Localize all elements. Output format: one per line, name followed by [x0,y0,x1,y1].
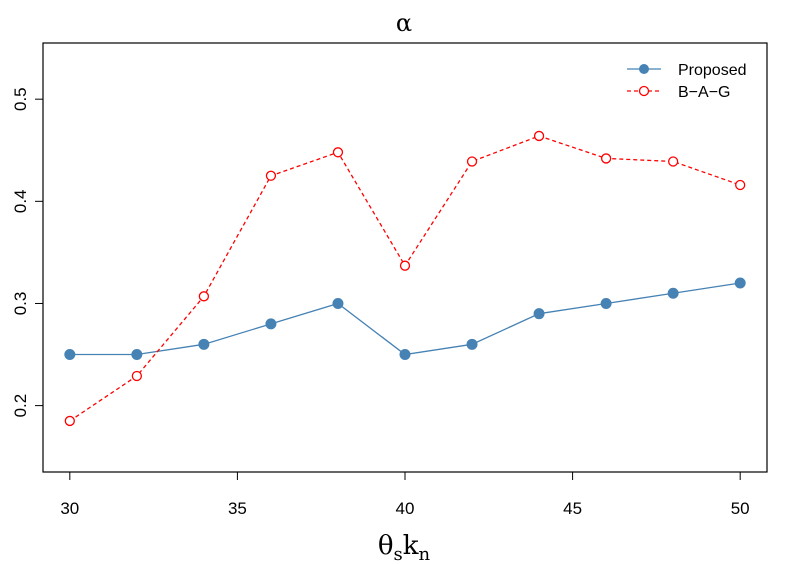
data-point [332,147,344,158]
data-point [399,349,411,361]
series-0 [64,277,746,361]
data-point [735,179,746,191]
data-point [600,297,612,309]
data-point [533,130,545,142]
data-point [533,308,545,320]
data-point [265,170,277,181]
x-tick-label: 35 [228,499,247,518]
series-layer [64,130,746,427]
data-point [332,297,344,309]
data-point [64,415,75,427]
data-point [466,338,478,350]
data-point [131,349,143,361]
data-point [198,291,210,302]
data-point [667,287,679,299]
y-tick-label: 0.2 [11,394,30,418]
chart-title: α [396,9,412,37]
data-point [131,370,143,382]
legend: Proposed B−A−G [627,62,747,101]
legend-marker [638,85,650,97]
x-tick-label: 40 [396,499,415,518]
data-point [265,318,277,330]
legend-label: Proposed [678,62,747,79]
data-point [466,156,478,167]
x-tick-label: 45 [563,499,582,518]
data-point [399,260,411,271]
legend-entry: B−A−G [627,84,730,101]
legend-label: B−A−G [678,84,730,101]
legend-marker [639,64,649,74]
x-axis-title: θskn [378,531,431,564]
x-axis: 30 35 40 45 50 [60,471,750,518]
data-point [64,349,76,361]
y-tick-label: 0.5 [11,87,30,111]
plot-frame [42,42,768,473]
y-axis: 0.2 0.3 0.4 0.5 [11,87,44,418]
x-tick-label: 50 [731,499,750,518]
y-tick-label: 0.4 [11,190,30,214]
data-point [600,153,612,164]
series-line [69,135,741,422]
y-tick-label: 0.3 [11,292,30,316]
data-point [734,277,746,289]
series-1 [64,130,746,427]
data-point [198,338,210,350]
data-point [667,156,679,167]
x-tick-label: 30 [60,499,79,518]
series-line [69,282,741,356]
legend-entry: Proposed [627,62,747,79]
